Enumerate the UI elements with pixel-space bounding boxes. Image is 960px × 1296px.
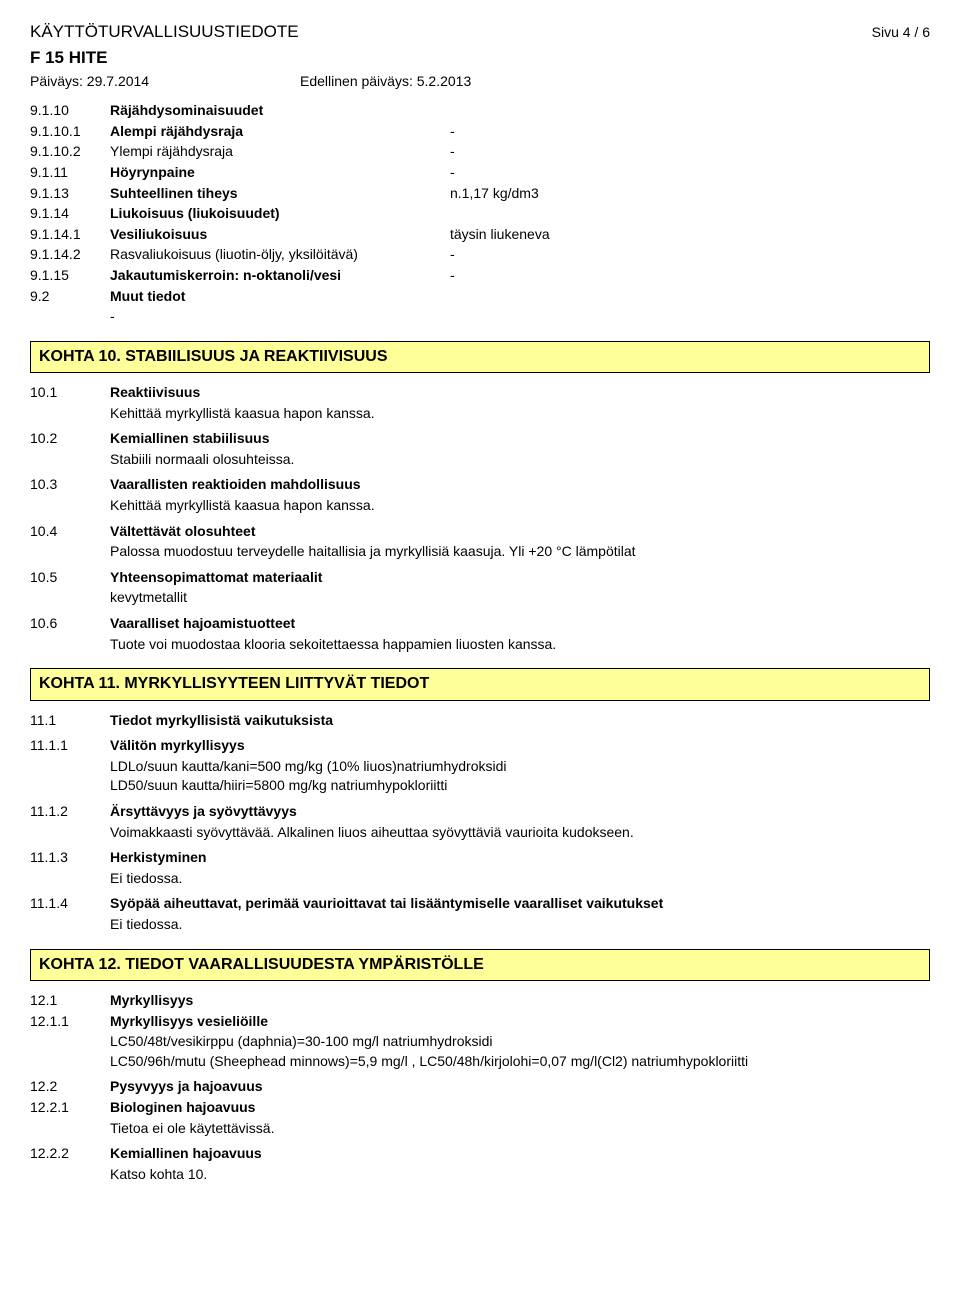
section-10-header: KOHTA 10. STABIILISUUS JA REAKTIIVISUUS bbox=[30, 341, 930, 373]
row-value: täysin liukeneva bbox=[450, 225, 930, 245]
row-num: 11.1.2 bbox=[30, 802, 110, 822]
row-body: Stabiili normaali olosuhteissa. bbox=[110, 450, 930, 470]
row-num: 9.1.14 bbox=[30, 204, 110, 224]
row-body: Tietoa ei ole käytettävissä. bbox=[110, 1119, 930, 1139]
date-previous: Edellinen päiväys: 5.2.2013 bbox=[300, 72, 471, 92]
row-label: Tiedot myrkyllisistä vaikutuksista bbox=[110, 711, 333, 731]
row-value: - bbox=[450, 122, 930, 142]
date-current: Päiväys: 29.7.2014 bbox=[30, 72, 300, 92]
row-value: n.1,17 kg/dm3 bbox=[450, 184, 930, 204]
row-label: Biologinen hajoavuus bbox=[110, 1098, 255, 1118]
row-body: Palossa muodostuu terveydelle haitallisi… bbox=[110, 542, 930, 562]
row-label: Räjähdysominaisuudet bbox=[110, 101, 450, 121]
row-num: 9.1.10.2 bbox=[30, 142, 110, 162]
row-label: Alempi räjähdysraja bbox=[110, 122, 450, 142]
row-label: Vesiliukoisuus bbox=[110, 225, 450, 245]
row-num: 12.2.2 bbox=[30, 1144, 110, 1164]
row-value bbox=[450, 204, 930, 224]
row-num: 9.1.10 bbox=[30, 101, 110, 121]
section-12-body: 12.1Myrkyllisyys 12.1.1Myrkyllisyys vesi… bbox=[30, 991, 930, 1184]
row-label: Reaktiivisuus bbox=[110, 383, 200, 403]
row-num: 12.1.1 bbox=[30, 1012, 110, 1032]
row-label: Kemiallinen hajoavuus bbox=[110, 1144, 262, 1164]
row-body: LD50/suun kautta/hiiri=5800 mg/kg natriu… bbox=[110, 776, 930, 796]
row-label: Kemiallinen stabiilisuus bbox=[110, 429, 270, 449]
section-12-header: KOHTA 12. TIEDOT VAARALLISUUDESTA YMPÄRI… bbox=[30, 949, 930, 981]
row-num: 10.1 bbox=[30, 383, 110, 403]
row-body: LDLo/suun kautta/kani=500 mg/kg (10% liu… bbox=[110, 757, 930, 777]
row-num: 9.1.14.2 bbox=[30, 245, 110, 265]
row-label: Muut tiedot bbox=[110, 287, 450, 307]
row-num: 9.1.10.1 bbox=[30, 122, 110, 142]
row-label: Myrkyllisyys vesieliöille bbox=[110, 1012, 268, 1032]
row-label: Vaaralliset hajoamistuotteet bbox=[110, 614, 295, 634]
row-body: Ei tiedossa. bbox=[110, 915, 930, 935]
row-body: LC50/48t/vesikirppu (daphnia)=30-100 mg/… bbox=[110, 1032, 930, 1052]
row-num: 10.2 bbox=[30, 429, 110, 449]
row-body: Katso kohta 10. bbox=[110, 1165, 930, 1185]
row-num: 12.2.1 bbox=[30, 1098, 110, 1118]
row-num: 9.1.14.1 bbox=[30, 225, 110, 245]
row-label: Yhteensopimattomat materiaalit bbox=[110, 568, 322, 588]
dates-row: Päiväys: 29.7.2014 Edellinen päiväys: 5.… bbox=[30, 72, 930, 92]
row-body: Kehittää myrkyllistä kaasua hapon kanssa… bbox=[110, 404, 930, 424]
row-label: Herkistyminen bbox=[110, 848, 206, 868]
row-label: Jakautumiskerroin: n-oktanoli/vesi bbox=[110, 266, 450, 286]
row-num: 12.2 bbox=[30, 1077, 110, 1097]
row-label: Höyrynpaine bbox=[110, 163, 450, 183]
row-value: - bbox=[450, 266, 930, 286]
row-num: 10.6 bbox=[30, 614, 110, 634]
row-num: 10.5 bbox=[30, 568, 110, 588]
row-num: 9.2 bbox=[30, 287, 110, 307]
row-num: 10.4 bbox=[30, 522, 110, 542]
row-label: Vaarallisten reaktioiden mahdollisuus bbox=[110, 475, 361, 495]
product-name: F 15 HITE bbox=[30, 46, 930, 70]
row-label: Rasvaliukoisuus (liuotin-öljy, yksilöitä… bbox=[110, 245, 450, 265]
section-11-body: 11.1Tiedot myrkyllisistä vaikutuksista 1… bbox=[30, 711, 930, 935]
row-value bbox=[450, 101, 930, 121]
row-label: Syöpää aiheuttavat, perimää vaurioittava… bbox=[110, 894, 663, 914]
row-value: - bbox=[450, 163, 930, 183]
section-11-header: KOHTA 11. MYRKYLLISYYTEEN LIITTYVÄT TIED… bbox=[30, 668, 930, 700]
row-num: 12.1 bbox=[30, 991, 110, 1011]
row-value: - bbox=[450, 245, 930, 265]
section-9-body: 9.1.10Räjähdysominaisuudet 9.1.10.1Alemp… bbox=[30, 101, 930, 327]
row-label: Myrkyllisyys bbox=[110, 991, 193, 1011]
row-label: Suhteellinen tiheys bbox=[110, 184, 450, 204]
page-number: Sivu 4 / 6 bbox=[872, 23, 930, 43]
row-body: Tuote voi muodostaa klooria sekoitettaes… bbox=[110, 635, 930, 655]
row-label: Vältettävät olosuhteet bbox=[110, 522, 255, 542]
row-num: 9.1.13 bbox=[30, 184, 110, 204]
row-num: 9.1.11 bbox=[30, 163, 110, 183]
row-num: 11.1 bbox=[30, 711, 110, 731]
row-num: 11.1.4 bbox=[30, 894, 110, 914]
row-body: Ei tiedossa. bbox=[110, 869, 930, 889]
row-label: Liukoisuus (liukoisuudet) bbox=[110, 204, 450, 224]
row-body: Kehittää myrkyllistä kaasua hapon kanssa… bbox=[110, 496, 930, 516]
header-row: KÄYTTÖTURVALLISUUSTIEDOTE Sivu 4 / 6 bbox=[30, 20, 930, 44]
row-body: LC50/96h/mutu (Sheephead minnows)=5,9 mg… bbox=[110, 1052, 930, 1072]
row-num: 9.1.15 bbox=[30, 266, 110, 286]
row-num: 10.3 bbox=[30, 475, 110, 495]
row-num: 11.1.3 bbox=[30, 848, 110, 868]
row-label: Välitön myrkyllisyys bbox=[110, 736, 245, 756]
row-label: Ärsyttävyys ja syövyttävyys bbox=[110, 802, 297, 822]
row-body: Voimakkaasti syövyttävää. Alkalinen liuo… bbox=[110, 823, 930, 843]
row-label: Pysyvyys ja hajoavuus bbox=[110, 1077, 263, 1097]
section-10-body: 10.1Reaktiivisuus Kehittää myrkyllistä k… bbox=[30, 383, 930, 654]
row-body: kevytmetallit bbox=[110, 588, 930, 608]
doc-title: KÄYTTÖTURVALLISUUSTIEDOTE bbox=[30, 20, 299, 44]
row-body: - bbox=[110, 307, 930, 327]
row-label: Ylempi räjähdysraja bbox=[110, 142, 450, 162]
row-value: - bbox=[450, 142, 930, 162]
row-num: 11.1.1 bbox=[30, 736, 110, 756]
